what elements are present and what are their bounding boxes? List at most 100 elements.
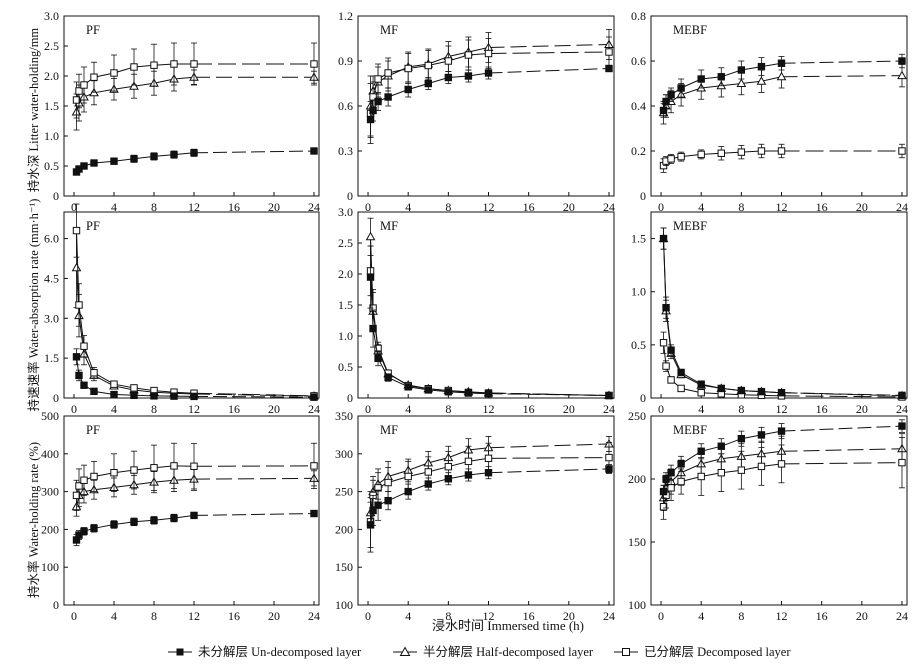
panel-mf-r1: 0 0.3 0.6 0.9 1.2 0 4 8 12 16 20 24 MF	[338, 9, 615, 214]
data-point	[404, 487, 412, 496]
y-tick-label: 3.0	[44, 9, 59, 23]
panel-title: PF	[86, 23, 100, 37]
y-tick-label: 250	[335, 485, 353, 499]
data-point	[757, 387, 766, 396]
series-half	[658, 63, 907, 125]
data-point	[130, 466, 138, 474]
legend-label-dec: 已分解层 Decomposed layer	[644, 645, 791, 659]
data-point	[605, 465, 613, 473]
x-tick-label: 24	[603, 402, 615, 416]
y-tick-label: 0.5	[631, 338, 646, 352]
data-point	[366, 115, 375, 124]
data-point	[150, 152, 158, 161]
data-point	[697, 472, 705, 481]
y-tick-label: 6.0	[44, 232, 59, 246]
x-tick-label: 24	[603, 609, 615, 623]
x-tick-label: 16	[523, 200, 535, 214]
data-point	[384, 69, 392, 77]
data-point	[667, 376, 675, 384]
panel-frame	[650, 211, 908, 399]
x-tick-label: 20	[856, 200, 868, 214]
x-tick-label: 24	[603, 200, 615, 214]
data-point	[404, 64, 412, 73]
x-tick-label: 4	[111, 200, 117, 214]
data-point	[80, 162, 88, 170]
x-tick-label: 20	[563, 402, 575, 416]
legend-label-un: 未分解层 Un-decomposed layer	[198, 645, 362, 659]
series-dec	[659, 143, 906, 173]
y-tick-label: 300	[41, 485, 59, 499]
series-un	[72, 348, 318, 401]
data-point	[464, 457, 473, 466]
x-tick-label: 4	[111, 609, 117, 623]
y-tick-label: 0.3	[338, 144, 353, 158]
data-point	[464, 471, 473, 479]
x-tick-label: 4	[405, 402, 411, 416]
data-point	[444, 388, 453, 396]
data-point	[90, 524, 98, 532]
data-point	[444, 73, 453, 82]
data-point	[662, 475, 670, 483]
x-tick-label: 0	[658, 609, 664, 623]
data-point	[75, 301, 83, 309]
data-point	[374, 501, 382, 509]
y-tick-label: 4.5	[44, 271, 59, 285]
y-tick-label: 0	[53, 391, 59, 405]
x-tick-label: 24	[308, 200, 320, 214]
data-point	[72, 96, 81, 104]
panel-frame	[63, 415, 320, 606]
panel-frame	[63, 211, 320, 399]
data-point	[757, 462, 766, 471]
legend-item-half: 半分解层 Half-decomposed layer	[393, 645, 594, 659]
data-point	[756, 76, 767, 85]
data-point	[464, 389, 473, 397]
data-point	[444, 57, 453, 65]
data-point	[717, 73, 725, 81]
x-tick-label: 8	[151, 609, 157, 623]
x-tick-label: 12	[483, 200, 495, 214]
data-point	[366, 521, 375, 529]
series-un	[366, 64, 613, 138]
legend-label-half: 半分解层 Half-decomposed layer	[423, 645, 594, 659]
legend-item-dec: 已分解层 Decomposed layer	[614, 645, 791, 659]
data-point	[484, 454, 493, 463]
data-point	[90, 73, 98, 81]
row-label-1: 持水深 Litter water-holding/mm	[26, 28, 41, 193]
data-point	[659, 503, 668, 511]
x-tick-label: 16	[816, 609, 828, 623]
panel-mebf-r3: 100 150 200 250 0 4 8 12 16 20 24 MEBF	[628, 409, 908, 623]
series-un	[366, 245, 613, 400]
x-tick-label: 0	[71, 609, 77, 623]
panel-title: MF	[380, 219, 398, 233]
data-point	[365, 231, 376, 241]
data-point	[130, 155, 138, 163]
x-tick-label: 8	[151, 402, 157, 416]
data-point	[757, 147, 766, 155]
x-tick-label: 4	[698, 402, 704, 416]
data-point	[898, 391, 906, 400]
data-point	[667, 469, 675, 477]
data-point	[404, 85, 412, 94]
data-point	[310, 462, 318, 470]
data-point	[697, 150, 705, 159]
x-axis-label: 浸水时间 Immersed time (h)	[432, 618, 584, 633]
y-tick-label: 0	[640, 391, 646, 405]
data-point	[170, 462, 178, 470]
x-tick-label: 0	[365, 402, 371, 416]
series-extension	[488, 443, 609, 449]
y-tick-label: 0.4	[631, 99, 646, 113]
data-point	[484, 49, 493, 58]
series-un	[72, 509, 318, 547]
panel-mebf-r2: 0 0.5 1.0 1.5 0 4 8 12 16 20 24 MEBF	[631, 211, 908, 416]
panel-frame	[357, 211, 615, 399]
panel-frame	[357, 15, 615, 197]
data-point	[110, 380, 118, 388]
series-half	[658, 227, 907, 400]
panel-title: PF	[86, 423, 100, 437]
series-extension	[193, 392, 315, 397]
data-point	[662, 362, 670, 370]
x-tick-label: 4	[698, 200, 704, 214]
data-point	[605, 64, 613, 73]
data-point	[757, 431, 766, 439]
data-point	[150, 61, 158, 69]
